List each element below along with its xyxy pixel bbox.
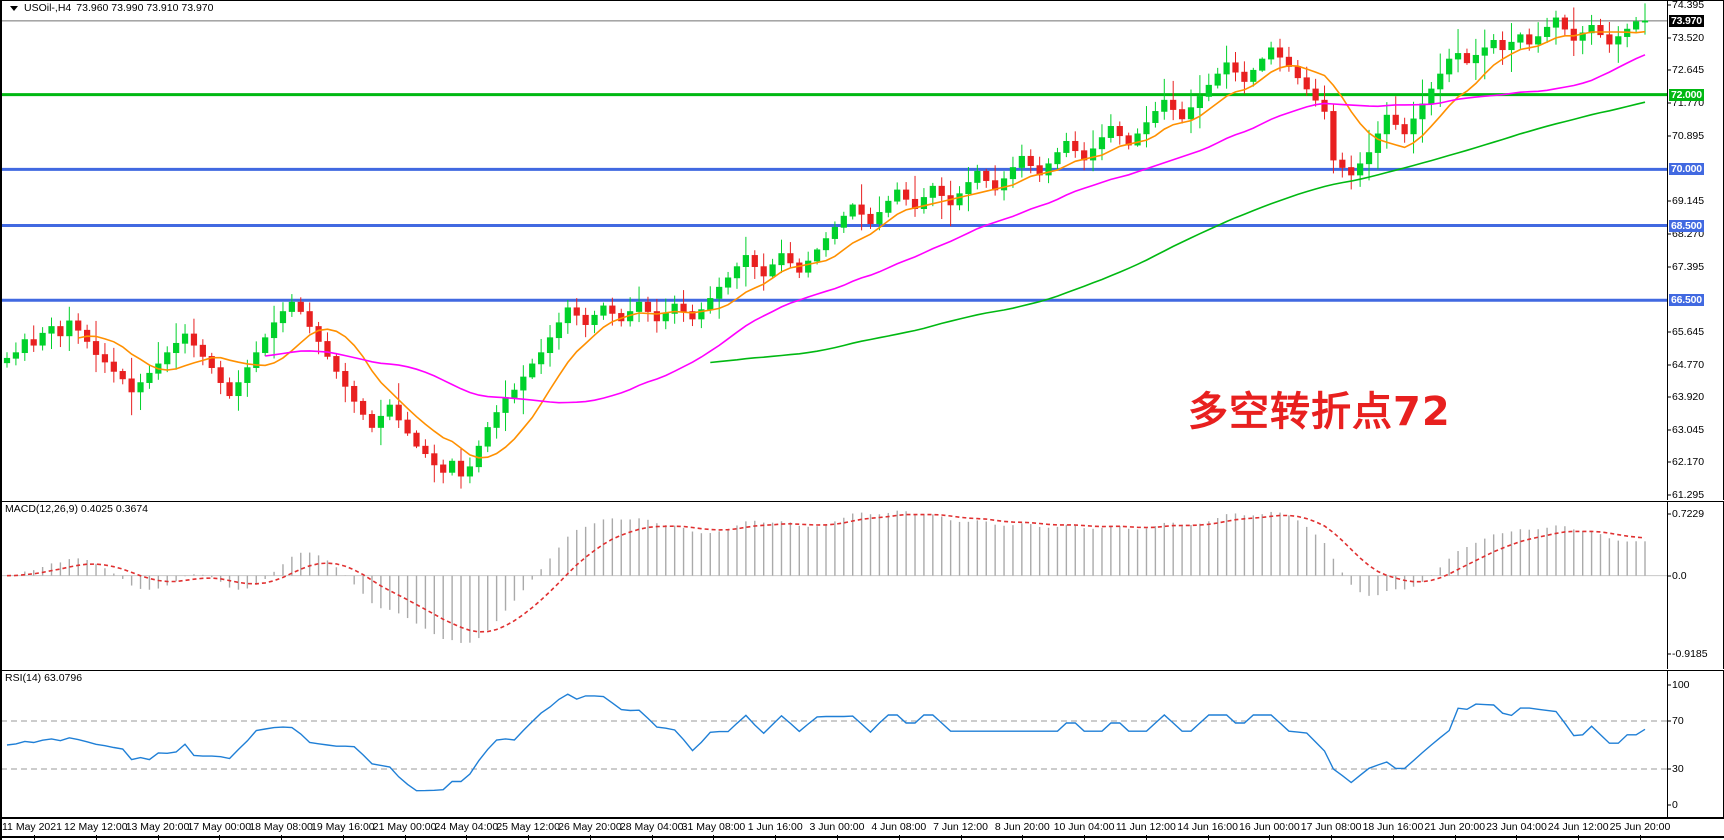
- price-tick-label: 72.645: [1672, 64, 1705, 77]
- time-tick-label: 26 May 20:00: [558, 821, 622, 833]
- price-tick-label: 65.645: [1672, 326, 1705, 339]
- time-tick-label: 24 May 04:00: [434, 821, 499, 833]
- time-tick-label: 25 Jun 20:00: [1609, 821, 1671, 833]
- rsi-tick-label: 30: [1672, 763, 1684, 775]
- price-tick-label: 64.770: [1672, 359, 1705, 372]
- macd-y-axis: 0.7229 0.0 -0.9185: [1668, 502, 1724, 669]
- time-tick-label: 16 Jun 00:00: [1239, 821, 1300, 833]
- price-tick-label: 62.170: [1672, 456, 1705, 469]
- time-tick-label: 24 Jun 12:00: [1547, 821, 1609, 833]
- chart-annotation-text: 多空转折点72: [1188, 389, 1451, 435]
- time-tick-label: 18 Jun 16:00: [1362, 821, 1424, 833]
- time-axis: 11 May 2021 12 May 12:00 13 May 20:00 17 Ma…: [0, 818, 1724, 840]
- price-level-badge[interactable]: 68.500: [1669, 219, 1704, 232]
- price-level-badge[interactable]: 70.000: [1669, 163, 1704, 176]
- macd-tick-label: -0.9185: [1672, 648, 1708, 660]
- rsi-label: RSI(14) 63.0796: [5, 672, 83, 684]
- caret-down-icon[interactable]: [10, 5, 18, 11]
- price-tick-label: 70.895: [1672, 129, 1705, 142]
- time-tick-label: 17 May 00:00: [187, 821, 252, 833]
- time-tick-label: 17 Jun 08:00: [1300, 821, 1362, 833]
- price-plot[interactable]: [1, 1, 1669, 499]
- price-tick-label: 63.920: [1672, 390, 1705, 403]
- macd-plot[interactable]: [1, 502, 1667, 668]
- time-axis-rule: [0, 836, 1724, 838]
- time-tick-label: 21 May 00:00: [372, 821, 437, 833]
- current-price-badge: 73.970: [1669, 14, 1704, 27]
- time-tick-label: 21 Jun 20:00: [1424, 821, 1486, 833]
- rsi-y-axis: 100 70 30 0: [1668, 671, 1724, 817]
- time-tick-label: 3 Jun 00:00: [809, 821, 865, 833]
- rsi-tick-label: 0: [1672, 799, 1678, 811]
- symbol-label: USOil-,H4: [24, 2, 72, 14]
- chart-header: USOil-,H4 73.960 73.990 73.910 73.970: [10, 2, 213, 14]
- price-tick-label: 67.395: [1672, 260, 1705, 273]
- ohlc-values: 73.960 73.990 73.910 73.970: [76, 2, 214, 14]
- time-tick-label: 7 Jun 12:00: [933, 821, 988, 833]
- time-tick-label: 11 Jun 12:00: [1115, 821, 1176, 833]
- price-level-badge[interactable]: 66.500: [1669, 294, 1704, 307]
- time-tick-label: 10 Jun 04:00: [1053, 821, 1115, 833]
- price-tick-label: 61.295: [1672, 489, 1705, 501]
- price-tick-label: 73.520: [1672, 31, 1705, 44]
- price-level-badge[interactable]: 72.000: [1669, 88, 1704, 101]
- time-tick-label: 18 May 08:00: [249, 821, 313, 833]
- macd-tick-label: 0.7229: [1672, 508, 1705, 520]
- rsi-tick-label: 100: [1672, 679, 1690, 691]
- time-tick-label: 4 Jun 08:00: [871, 821, 927, 833]
- time-tick-label: 1 Jun 16:00: [747, 821, 803, 833]
- time-tick-label: 11 May 2021: [2, 821, 62, 833]
- time-tick-label: 13 May 20:00: [125, 821, 190, 833]
- rsi-indicator-panel[interactable]: RSI(14) 63.0796 100 70 30 0: [0, 670, 1724, 818]
- time-tick-label: 31 May 08:00: [681, 821, 746, 833]
- time-tick-label: 14 Jun 16:00: [1177, 821, 1238, 833]
- price-chart-panel[interactable]: 74.395 73.520 72.645 71.770 70.895 69.145 68.2…: [0, 0, 1724, 501]
- rsi-plot[interactable]: [1, 671, 1667, 817]
- time-tick-label: 8 Jun 20:00: [994, 821, 1050, 833]
- time-tick-label: 28 May 04:00: [619, 821, 684, 833]
- time-tick-label: 25 May 12:00: [496, 821, 560, 833]
- price-tick-label: 69.145: [1672, 195, 1705, 208]
- time-tick-label: 23 Jun 04:00: [1486, 821, 1547, 833]
- rsi-tick-label: 70: [1672, 715, 1684, 727]
- macd-label: MACD(12,26,9) 0.4025 0.3674: [5, 503, 149, 515]
- left-border-rule: [0, 0, 2, 840]
- macd-indicator-panel[interactable]: MACD(12,26,9) 0.4025 0.3674 0.7229 0.0 -0.…: [0, 501, 1724, 669]
- price-tick-label: 74.395: [1672, 0, 1705, 11]
- price-y-axis: 74.395 73.520 72.645 71.770 70.895 69.145 68.2…: [1668, 0, 1724, 501]
- macd-tick-label: 0.0: [1672, 569, 1687, 582]
- time-tick-label: 12 May 12:00: [63, 821, 128, 833]
- time-tick-label: 19 May 16:00: [311, 821, 375, 833]
- price-tick-label: 63.045: [1672, 423, 1705, 436]
